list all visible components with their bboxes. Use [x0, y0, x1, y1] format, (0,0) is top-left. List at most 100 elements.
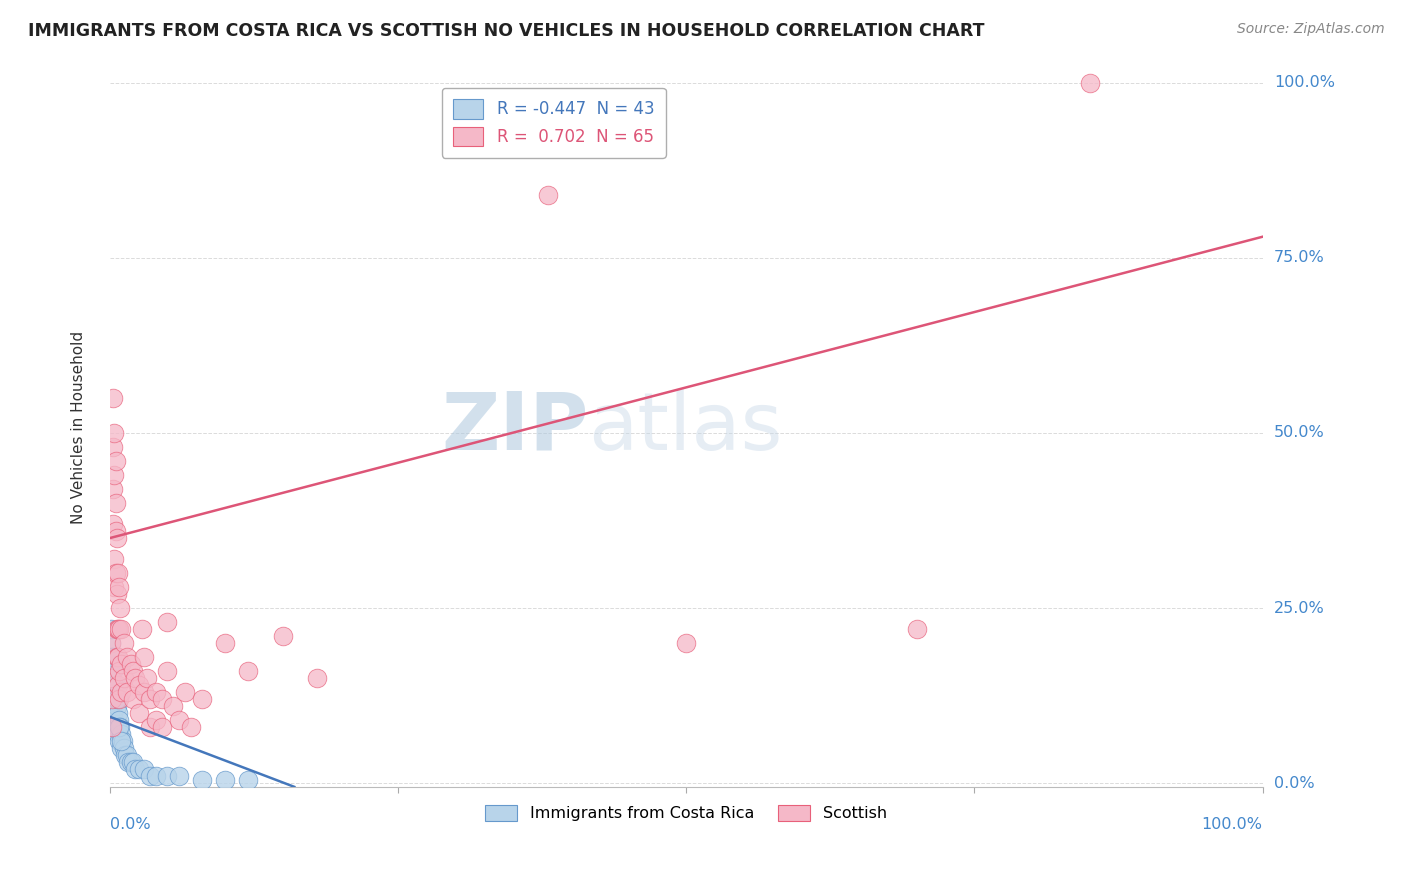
Point — [162, 699, 184, 714]
Point — [180, 720, 202, 734]
Point — [108, 622, 131, 636]
Point — [103, 580, 125, 594]
Point — [107, 566, 129, 580]
Point — [905, 622, 928, 636]
Point — [103, 467, 125, 482]
Point — [191, 692, 214, 706]
Point — [108, 734, 131, 748]
Point — [114, 748, 136, 763]
Point — [103, 440, 125, 454]
Point — [110, 601, 132, 615]
Text: 25.0%: 25.0% — [1274, 600, 1324, 615]
Point — [134, 650, 156, 665]
Point — [134, 762, 156, 776]
Point — [112, 671, 135, 685]
Text: 100.0%: 100.0% — [1274, 75, 1334, 90]
Point — [105, 699, 128, 714]
Point — [139, 692, 162, 706]
Point — [107, 678, 129, 692]
Point — [135, 671, 157, 685]
Point — [104, 678, 127, 692]
Point — [101, 720, 124, 734]
Point — [105, 587, 128, 601]
Legend: Immigrants from Costa Rica, Scottish: Immigrants from Costa Rica, Scottish — [477, 797, 896, 830]
Point — [115, 650, 138, 665]
Point — [150, 692, 173, 706]
Point — [128, 706, 150, 721]
Point — [108, 692, 131, 706]
Point — [103, 678, 125, 692]
Point — [167, 769, 190, 783]
Point — [110, 741, 132, 756]
Point — [108, 720, 131, 734]
Point — [101, 650, 124, 665]
Point — [111, 734, 134, 748]
Point — [104, 650, 127, 665]
Point — [101, 685, 124, 699]
Point — [108, 664, 131, 678]
Text: IMMIGRANTS FROM COSTA RICA VS SCOTTISH NO VEHICLES IN HOUSEHOLD CORRELATION CHAR: IMMIGRANTS FROM COSTA RICA VS SCOTTISH N… — [28, 22, 984, 40]
Point — [120, 657, 142, 672]
Point — [238, 772, 260, 787]
Point — [122, 756, 145, 770]
Point — [100, 657, 122, 672]
Point — [105, 720, 128, 734]
Text: 0.0%: 0.0% — [110, 817, 150, 832]
Point — [100, 636, 122, 650]
Point — [108, 580, 131, 594]
Point — [122, 664, 145, 678]
Point — [145, 713, 167, 727]
Point — [103, 516, 125, 531]
Point — [156, 615, 179, 629]
Text: 0.0%: 0.0% — [1274, 776, 1315, 791]
Point — [105, 692, 128, 706]
Point — [139, 769, 162, 783]
Point — [103, 706, 125, 721]
Point — [124, 671, 146, 685]
Point — [675, 636, 697, 650]
Point — [122, 692, 145, 706]
Point — [100, 671, 122, 685]
Point — [131, 622, 153, 636]
Point — [128, 678, 150, 692]
Point — [103, 692, 125, 706]
Point — [167, 713, 190, 727]
Point — [156, 664, 179, 678]
Point — [107, 727, 129, 741]
Point — [108, 713, 131, 727]
Point — [110, 657, 132, 672]
Text: ZIP: ZIP — [441, 389, 588, 467]
Point — [100, 622, 122, 636]
Text: atlas: atlas — [588, 389, 783, 467]
Point — [104, 496, 127, 510]
Point — [110, 720, 132, 734]
Point — [105, 622, 128, 636]
Point — [238, 664, 260, 678]
Y-axis label: No Vehicles in Household: No Vehicles in Household — [72, 331, 86, 524]
Point — [107, 622, 129, 636]
Point — [103, 552, 125, 566]
Point — [104, 566, 127, 580]
Point — [104, 454, 127, 468]
Point — [214, 636, 236, 650]
Point — [112, 741, 135, 756]
Point — [145, 769, 167, 783]
Point — [105, 531, 128, 545]
Text: 100.0%: 100.0% — [1202, 817, 1263, 832]
Point — [134, 685, 156, 699]
Point — [105, 650, 128, 665]
Point — [156, 769, 179, 783]
Point — [124, 762, 146, 776]
Point — [214, 772, 236, 787]
Point — [150, 720, 173, 734]
Point — [103, 664, 125, 678]
Point — [173, 685, 195, 699]
Point — [307, 671, 329, 685]
Point — [103, 713, 125, 727]
Point — [107, 650, 129, 665]
Point — [115, 685, 138, 699]
Point — [128, 762, 150, 776]
Point — [100, 636, 122, 650]
Point — [110, 727, 132, 741]
Point — [120, 756, 142, 770]
